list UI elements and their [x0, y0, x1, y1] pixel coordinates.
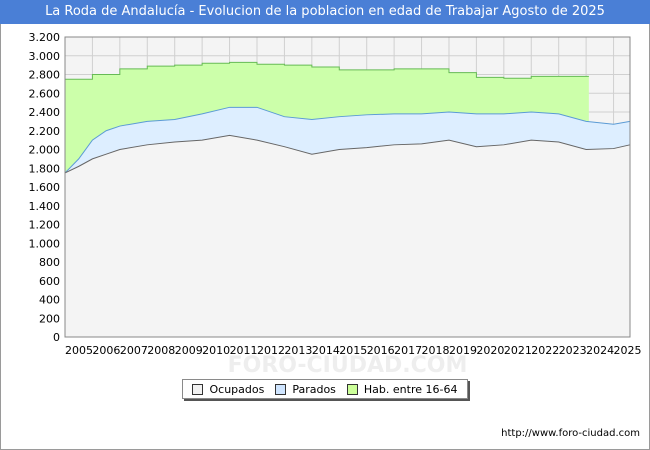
x-tick-label: 2017 [394, 344, 422, 357]
x-tick-label: 2011 [230, 344, 258, 357]
y-tick-label: 1.200 [29, 219, 61, 232]
legend-item-parados: Parados [275, 383, 336, 396]
legend-swatch-hab [346, 383, 358, 395]
x-tick-label: 2016 [367, 344, 395, 357]
y-tick-label: 2.800 [29, 69, 61, 82]
ocupados-line [64, 134, 631, 174]
parados-line [64, 106, 631, 174]
legend-swatch-ocupados [192, 383, 204, 395]
y-tick-label: 3.200 [29, 31, 61, 44]
x-tick-label: 2022 [531, 344, 559, 357]
x-tick-label: 2023 [559, 344, 587, 357]
x-tick-label: 2008 [147, 344, 175, 357]
x-tick-label: 2020 [476, 344, 504, 357]
y-axis-ticks: 0 200 400 600 800 1.000 1.200 1.400 1.600 1.800 2.… [29, 31, 61, 344]
y-tick-label: 800 [39, 256, 60, 269]
y-tick-label: 3.000 [29, 50, 61, 63]
x-tick-label: 2014 [312, 344, 340, 357]
y-tick-label: 2.200 [29, 125, 61, 138]
legend-swatch-parados [275, 383, 287, 395]
x-tick-label: 2006 [92, 344, 120, 357]
x-tick-label: 2021 [504, 344, 532, 357]
y-tick-label: 1.000 [29, 237, 61, 250]
plot-border [64, 36, 631, 338]
x-tick-label: 2013 [284, 344, 312, 357]
x-tick-label: 2018 [422, 344, 450, 357]
legend-item-ocupados: Ocupados [192, 383, 264, 396]
x-tick-label: 2005 [65, 344, 93, 357]
y-tick-label: 2.000 [29, 144, 61, 157]
hab-line [65, 61, 589, 80]
x-tick-label: 2010 [202, 344, 230, 357]
series-areas [64, 61, 631, 337]
x-axis-ticks: 2005 2006 2007 2008 2009 2010 2011 2012 2013 2014… [65, 344, 642, 357]
x-tick-label: 2019 [449, 344, 477, 357]
x-tick-label: 2007 [120, 344, 148, 357]
x-tick-label: 2012 [257, 344, 285, 357]
y-tick-label: 1.400 [29, 200, 61, 213]
y-tick-label: 2.600 [29, 87, 61, 100]
legend-label-hab: Hab. entre 16-64 [363, 382, 458, 396]
ocupados-area [65, 135, 630, 337]
watermark: FORO-CIUDAD.COM [228, 353, 468, 378]
legend-item-hab: Hab. entre 16-64 [346, 382, 458, 396]
y-tick-label: 0 [53, 331, 60, 344]
x-tick-label: 2015 [339, 344, 367, 357]
footer-url: http://www.foro-ciudad.com [501, 428, 640, 439]
legend-label-parados: Parados [292, 382, 336, 396]
x-tick-label: 2009 [175, 344, 203, 357]
legend-label-ocupados: Ocupados [209, 382, 265, 396]
y-tick-label: 1.800 [29, 162, 61, 175]
y-tick-label: 400 [39, 294, 60, 307]
y-tick-label: 2.400 [29, 106, 61, 119]
y-tick-label: 1.600 [29, 181, 61, 194]
x-tick-label: 2025 [614, 344, 642, 357]
legend: Ocupados Parados Hab. entre 16-64 [182, 379, 468, 399]
x-tick-label: 2024 [586, 344, 614, 357]
y-tick-label: 600 [39, 275, 60, 288]
chart-title: La Roda de Andalucía - Evolucion de la p… [0, 0, 650, 24]
y-tick-label: 200 [39, 312, 60, 325]
